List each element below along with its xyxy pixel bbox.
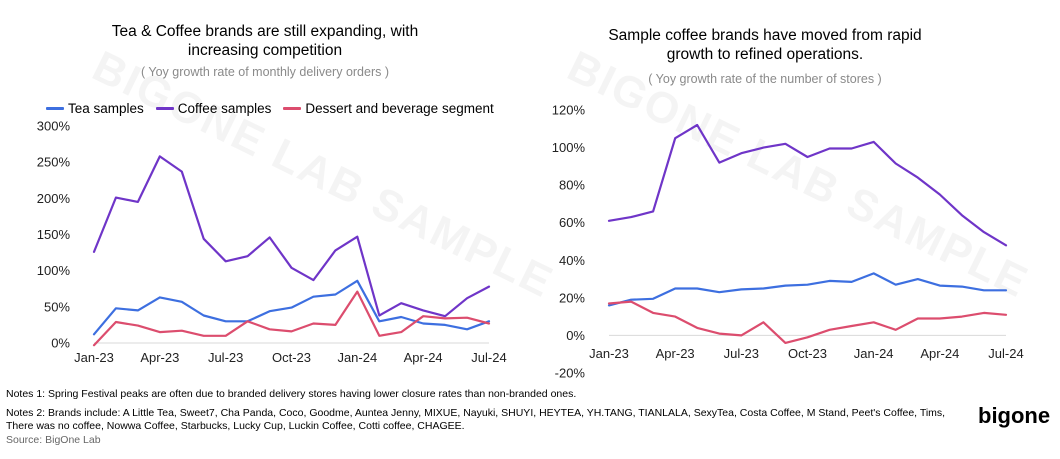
right-chart-x-tick-4: Jan-24 — [854, 346, 894, 361]
left-line-chart: 0% 50% 100% 150% 200% 250% 300% Jan-23 Apr-23 Jul… — [37, 119, 507, 366]
note-2-line-2: There was no coffee, Nowwa Coffee, Starb… — [6, 420, 465, 432]
left-chart-y-tick-3: 150% — [37, 227, 71, 242]
legend-item-dessert: Dessert and beverage segment — [283, 101, 494, 116]
right-chart-y-tick-4: 60% — [559, 215, 585, 230]
legend-item-tea: Tea samples — [46, 101, 144, 116]
left-chart-series-0-line — [92, 279, 491, 336]
legend-label-tea: Tea samples — [68, 101, 144, 116]
right-line-chart: -20% 0% 20% 40% 60% 80% 100% 120% Jan-23 Apr-23 Ju… — [552, 103, 1024, 381]
right-chart-y-tick-5: 80% — [559, 178, 585, 193]
left-chart-x-tick-4: Jan-24 — [337, 350, 377, 365]
right-chart-title: Sample coffee brands have moved from rap… — [608, 27, 922, 63]
legend-label-dessert: Dessert and beverage segment — [305, 101, 494, 116]
right-chart-series-2-line — [607, 300, 1008, 344]
legend-swatch-dessert — [283, 107, 302, 110]
left-chart-series-1-line — [92, 155, 491, 318]
legend-swatch-coffee — [155, 107, 174, 110]
note-1: Notes 1: Spring Festival peaks are often… — [6, 388, 577, 400]
left-chart-title: Tea & Coffee brands are still expanding,… — [111, 23, 419, 59]
notes: Notes 1: Spring Festival peaks are often… — [6, 388, 966, 447]
right-chart-y-tick-7: 120% — [552, 103, 586, 118]
left-chart-x-tick-5: Apr-24 — [404, 350, 443, 365]
left-chart-x-tick-2: Jul-23 — [208, 350, 243, 365]
left-chart-series-2-line — [92, 290, 491, 347]
right-chart-x-tick-2: Jul-23 — [724, 346, 759, 361]
left-chart-legend: Tea samples Coffee samples Dessert and b… — [46, 101, 500, 116]
right-chart-y-tick-6: 100% — [552, 140, 586, 155]
left-chart-y-tick-6: 300% — [37, 119, 71, 134]
right-chart-x-tick-5: Apr-24 — [920, 346, 959, 361]
legend-label-coffee: Coffee samples — [177, 101, 272, 116]
note-2-line-1: Notes 2: Brands include: A Little Tea, S… — [6, 406, 946, 419]
right-chart-x-tick-0: Jan-23 — [589, 346, 629, 361]
right-chart-y-tick-2: 20% — [559, 290, 585, 305]
right-chart-y-tick-3: 40% — [559, 253, 585, 268]
right-chart-x-tick-1: Apr-23 — [656, 346, 695, 361]
left-chart-x-tick-0: Jan-23 — [74, 350, 114, 365]
right-chart-series-0-line — [607, 123, 1008, 247]
left-chart-y-tick-4: 200% — [37, 191, 71, 206]
right-chart-x-tick-6: Jul-24 — [988, 346, 1023, 361]
right-chart-series-1-line — [607, 272, 1008, 307]
left-chart-x-tick-1: Apr-23 — [140, 350, 179, 365]
bigone-logo: bigone — [978, 403, 1051, 428]
legend-swatch-tea — [46, 107, 64, 110]
left-chart-y-tick-1: 50% — [44, 299, 70, 314]
left-chart-y-tick-0: 0% — [51, 336, 70, 351]
right-chart-y-tick-1: 0% — [566, 328, 585, 343]
left-chart-y-tick-2: 100% — [37, 263, 71, 278]
right-chart-x-tick-3: Oct-23 — [788, 346, 827, 361]
left-chart-x-tick-3: Oct-23 — [272, 350, 311, 365]
left-chart-x-tick-6: Jul-24 — [471, 350, 506, 365]
legend-item-coffee: Coffee samples — [155, 101, 272, 116]
right-chart-y-tick-0: -20% — [555, 366, 586, 381]
source: Source: BigOne Lab — [6, 433, 101, 446]
left-chart-y-tick-5: 250% — [37, 155, 71, 170]
right-chart-subtitle: ( Yoy growth rate of the number of store… — [648, 72, 882, 86]
left-chart-subtitle: ( Yoy growth rate of monthly delivery or… — [140, 65, 390, 79]
